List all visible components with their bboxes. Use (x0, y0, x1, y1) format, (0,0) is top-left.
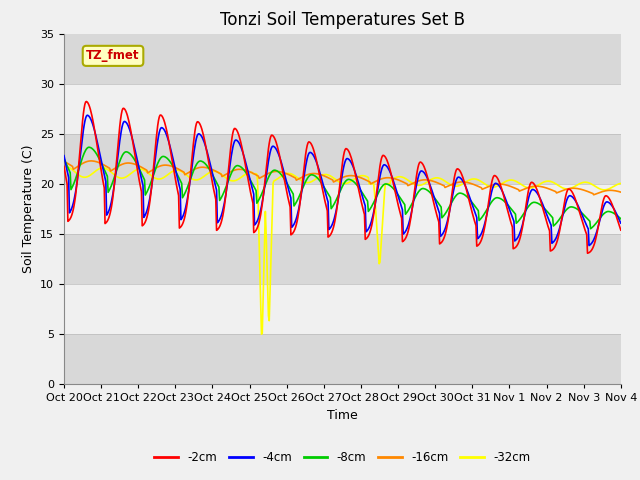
Bar (64, 184, 621, 234)
Y-axis label: Soil Temperature (C): Soil Temperature (C) (22, 144, 35, 273)
Bar (64, 284, 621, 334)
X-axis label: Time: Time (327, 408, 358, 421)
Text: TZ_fmet: TZ_fmet (86, 49, 140, 62)
Bar (64, 84, 621, 134)
Legend: -2cm, -4cm, -8cm, -16cm, -32cm: -2cm, -4cm, -8cm, -16cm, -32cm (150, 446, 535, 468)
Bar (64, 134, 621, 184)
Bar (64, 234, 621, 284)
Bar (64, 34, 621, 84)
Bar (64, 334, 621, 384)
Title: Tonzi Soil Temperatures Set B: Tonzi Soil Temperatures Set B (220, 11, 465, 29)
